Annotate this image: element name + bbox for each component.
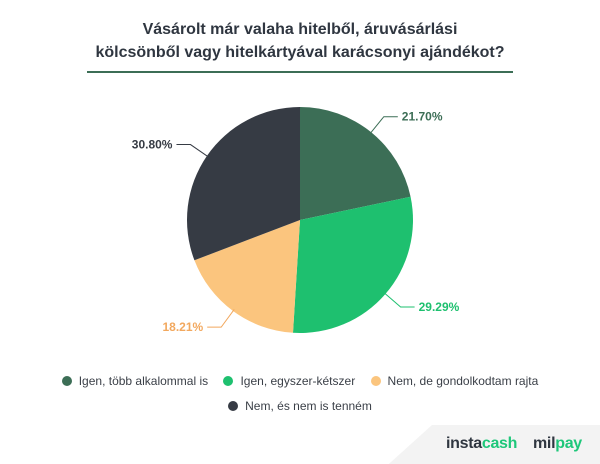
legend-label: Nem, de gondolkodtam rajta (387, 374, 539, 388)
slice-label: 21.70% (402, 110, 443, 124)
legend-dot (223, 376, 234, 386)
legend-item: Nem, és nem is tenném (228, 399, 372, 413)
pie-chart: 21.70% 29.29% 18.21% 30.80% (132, 107, 460, 334)
legend-dot (370, 376, 381, 386)
legend-item: Igen, több alkalommal is (61, 374, 209, 388)
pie-slice (300, 107, 411, 220)
chart-title-line2: kölcsönből vagy hitelkártyával karácsony… (95, 44, 505, 61)
pie-slice (187, 107, 300, 261)
label-leader-line (176, 144, 209, 158)
legend-row-1: Igen, több alkalommal is Igen, egyszer-k… (0, 374, 600, 389)
title-underline (87, 71, 513, 73)
legend-dot (61, 376, 72, 386)
legend-label: Igen, több alkalommal is (78, 374, 209, 388)
label-leader-line (207, 309, 235, 328)
slice-label: 30.80% (132, 138, 173, 152)
legend-label: Nem, és nem is tenném (245, 399, 372, 413)
legend-item: Igen, egyszer-kétszer (223, 374, 355, 388)
pie-slice (194, 220, 300, 333)
label-leader-line (369, 116, 398, 135)
milpay-logo-main: mil (533, 435, 556, 452)
footer: instacash milpay (0, 425, 600, 464)
slice-label: 18.21% (162, 320, 203, 334)
legend-item: Nem, de gondolkodtam rajta (370, 374, 539, 388)
chart-title: Vásárolt már valaha hitelből, áruvásárlá… (0, 18, 600, 64)
legend-dot (228, 401, 239, 411)
instacash-logo-accent: cash (481, 435, 518, 452)
legend-row-2: Nem, és nem is tenném (0, 399, 600, 414)
footer-band (0, 425, 432, 464)
slice-label: 29.29% (419, 300, 460, 314)
pie-slice (292, 196, 413, 333)
label-leader-line (383, 292, 415, 308)
milpay-logo-accent: pay (555, 435, 582, 452)
milpay-logo: milpay (533, 435, 582, 453)
legend-label: Igen, egyszer-kétszer (240, 374, 356, 388)
instacash-logo: instacash (446, 435, 517, 453)
instacash-logo-main: insta (446, 435, 482, 452)
chart-title-line1: Vásárolt már valaha hitelből, áruvásárlá… (142, 21, 458, 38)
